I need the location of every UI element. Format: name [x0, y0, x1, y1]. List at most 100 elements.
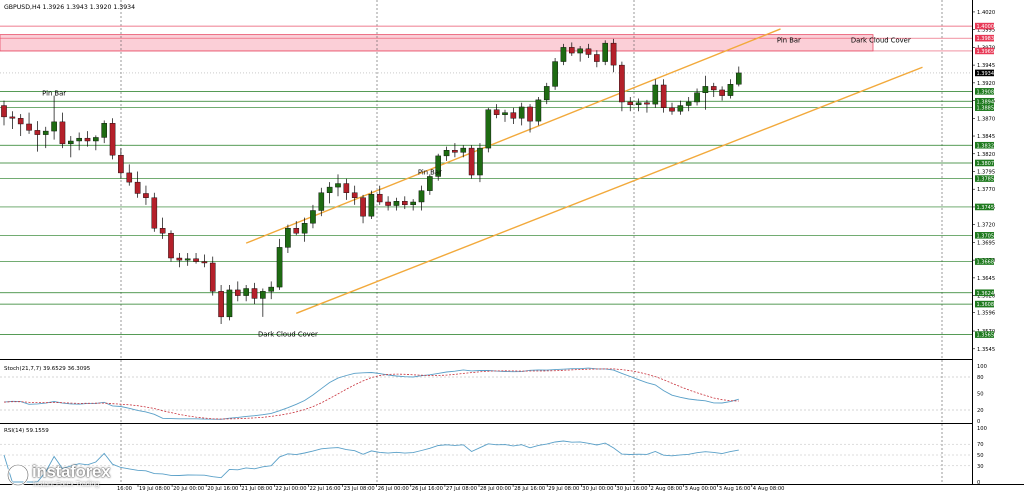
time-tick-label: 2 Aug 08:00: [651, 486, 683, 492]
level-label-box: [975, 47, 994, 55]
candle-body: [26, 123, 32, 131]
candle-body: [376, 193, 383, 203]
candlesticks: [1, 38, 742, 324]
time-tick-label: 3 Aug 00:00: [685, 486, 717, 492]
candle-body: [635, 102, 642, 106]
candle-body: [543, 86, 550, 101]
candle-body: [335, 183, 341, 188]
time-axis[interactable]: 16:00 19 Jul 08:00 20 Jul 00:00 20 Jul 16:0…: [117, 484, 784, 492]
candle-body: [569, 47, 575, 54]
candle-body: [485, 109, 492, 149]
price-tick-label: 1.3995: [977, 28, 995, 34]
stoch-label: Stoch(21,7,7) 39.6529 36.3095: [4, 366, 91, 372]
rsi-tick-label: 0: [977, 480, 980, 486]
candle-body: [218, 291, 224, 318]
brand-tagline: Instant Forex Trading: [33, 481, 100, 488]
candle-body: [134, 181, 141, 194]
candle-body: [1, 105, 7, 118]
level-label-box: [975, 258, 994, 265]
time-tick-label: 30 Jul 16:00: [616, 486, 647, 492]
level-label: 1.3885: [977, 106, 995, 112]
rsi-label: RSI(14) 59.1559: [4, 428, 49, 434]
level-label-box: [975, 289, 994, 297]
candle-body: [101, 123, 107, 138]
candle-body: [243, 288, 249, 296]
level-label: 1.4000: [977, 24, 995, 30]
candle-body: [293, 228, 300, 234]
level-label-box: [975, 175, 994, 182]
candle-body: [435, 155, 442, 177]
candle-body: [301, 223, 308, 234]
pattern-label: Pin Bar: [777, 36, 801, 44]
price-tick-label: 1.3596: [977, 311, 995, 317]
candle-body: [93, 137, 99, 142]
time-tick-label: 4 Aug 08:00: [753, 486, 785, 492]
level-label: 1.3934: [977, 71, 995, 77]
candle-body: [585, 48, 592, 55]
time-tick-label: 26 Jul 00:00: [378, 486, 409, 492]
candle-body: [410, 201, 416, 206]
level-label-box: [975, 232, 994, 239]
candle-body: [209, 262, 216, 292]
candle-body: [702, 86, 709, 93]
price-pane[interactable]: Pin Bar Pin Bar Pin Bar Dark Cloud Cover Dar…: [0, 0, 972, 484]
candle-body: [310, 210, 316, 224]
channel-upper-line: [245, 28, 781, 244]
candle-body: [193, 258, 199, 262]
level-label: 1.3745: [977, 205, 995, 211]
candle-body: [719, 89, 725, 96]
level-label-box: [975, 300, 994, 308]
rsi-pane[interactable]: RSI(14) 59.1559: [0, 428, 972, 483]
time-tick-label: 19 Jul 08:00: [139, 486, 170, 492]
stochastic-pane[interactable]: Stoch(21,7,7) 39.6529 36.3095: [0, 366, 972, 424]
level-label: 1.3807: [977, 161, 995, 167]
candle-body: [594, 54, 600, 62]
rsi-tick-label: 50: [977, 453, 984, 459]
vertical-grid: [120, 0, 943, 484]
price-tick-label: 1.3795: [977, 169, 995, 175]
brand-name: instaforex: [32, 462, 111, 481]
candle-body: [109, 123, 116, 156]
candle-body: [577, 48, 583, 54]
candle-body: [184, 258, 191, 261]
candle-body: [660, 84, 667, 108]
candle-body: [351, 192, 358, 198]
candle-body: [393, 201, 400, 206]
price-tick-label: 1.3770: [977, 187, 995, 193]
level-label: 1.3965: [977, 49, 995, 55]
resistance-zone: [0, 34, 874, 52]
level-label-box: [975, 203, 994, 211]
candle-body: [67, 140, 74, 145]
level-label: 1.3908: [977, 89, 995, 95]
candle-body: [518, 106, 525, 119]
candle-body: [34, 130, 41, 135]
stoch-tick-label: 50: [977, 392, 984, 398]
chart-header: GBPUSD,H4 1.3926 1.3943 1.3920 1.3934: [4, 4, 135, 11]
rsi-tick-label: 100: [977, 426, 987, 432]
stoch-tick-label: 0: [977, 419, 980, 425]
level-label: 1.3832: [977, 143, 995, 149]
brand-logo: instaforex Instant Forex Trading: [2, 460, 114, 492]
candle-body: [201, 261, 208, 264]
candle-body: [168, 232, 174, 259]
channel-lower-line: [295, 66, 923, 314]
candle-body: [694, 92, 700, 103]
candle-body: [143, 193, 149, 198]
time-tick-label: 27 Jul 08:00: [446, 486, 477, 492]
candle-body: [151, 197, 158, 229]
level-label-box: [975, 88, 994, 95]
candle-body: [260, 291, 266, 299]
level-label: 1.3983: [977, 36, 995, 42]
candle-body: [652, 84, 659, 105]
level-label: 1.3608: [977, 302, 995, 308]
time-tick-label: 3 Aug 16:00: [719, 486, 751, 492]
time-tick-label: 30 Jul 00:00: [582, 486, 613, 492]
level-label-box: [975, 22, 994, 30]
price-tick-label: 1.3945: [977, 63, 995, 69]
stoch-tick-label: 100: [977, 364, 987, 370]
candle-body: [527, 106, 533, 122]
candle-body: [285, 228, 291, 248]
time-tick-label: 26 Jul 16:00: [412, 486, 443, 492]
instaforex-logo-icon: [6, 463, 30, 487]
candle-body: [343, 183, 350, 193]
